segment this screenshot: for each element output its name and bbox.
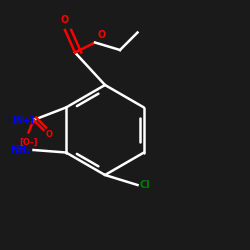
Text: [O-]: [O-] bbox=[19, 138, 38, 146]
Text: O: O bbox=[98, 30, 106, 40]
Text: NH₂: NH₂ bbox=[10, 145, 31, 155]
Text: O: O bbox=[46, 130, 53, 139]
Text: Cl: Cl bbox=[140, 180, 151, 190]
Text: [N+]: [N+] bbox=[12, 116, 34, 124]
Text: O: O bbox=[61, 15, 69, 25]
